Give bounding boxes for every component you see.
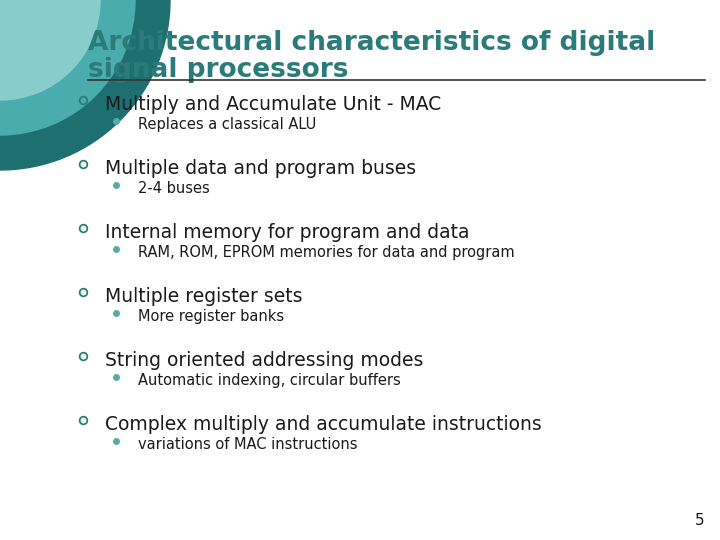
Text: Multiple data and program buses: Multiple data and program buses <box>105 159 416 178</box>
Text: String oriented addressing modes: String oriented addressing modes <box>105 351 423 370</box>
Text: 5: 5 <box>696 513 705 528</box>
Text: Architectural characteristics of digital: Architectural characteristics of digital <box>88 30 655 56</box>
Text: 2-4 buses: 2-4 buses <box>138 181 210 196</box>
Text: More register banks: More register banks <box>138 309 284 324</box>
Circle shape <box>0 0 100 100</box>
Text: Automatic indexing, circular buffers: Automatic indexing, circular buffers <box>138 373 401 388</box>
Circle shape <box>0 0 170 170</box>
Circle shape <box>0 0 135 135</box>
Text: Replaces a classical ALU: Replaces a classical ALU <box>138 117 316 132</box>
Text: Multiple register sets: Multiple register sets <box>105 287 302 306</box>
Text: Complex multiply and accumulate instructions: Complex multiply and accumulate instruct… <box>105 415 541 434</box>
Text: RAM, ROM, EPROM memories for data and program: RAM, ROM, EPROM memories for data and pr… <box>138 245 515 260</box>
Text: Internal memory for program and data: Internal memory for program and data <box>105 223 469 242</box>
Text: signal processors: signal processors <box>88 57 348 83</box>
Text: Multiply and Accumulate Unit - MAC: Multiply and Accumulate Unit - MAC <box>105 95 441 114</box>
Text: variations of MAC instructions: variations of MAC instructions <box>138 437 358 452</box>
